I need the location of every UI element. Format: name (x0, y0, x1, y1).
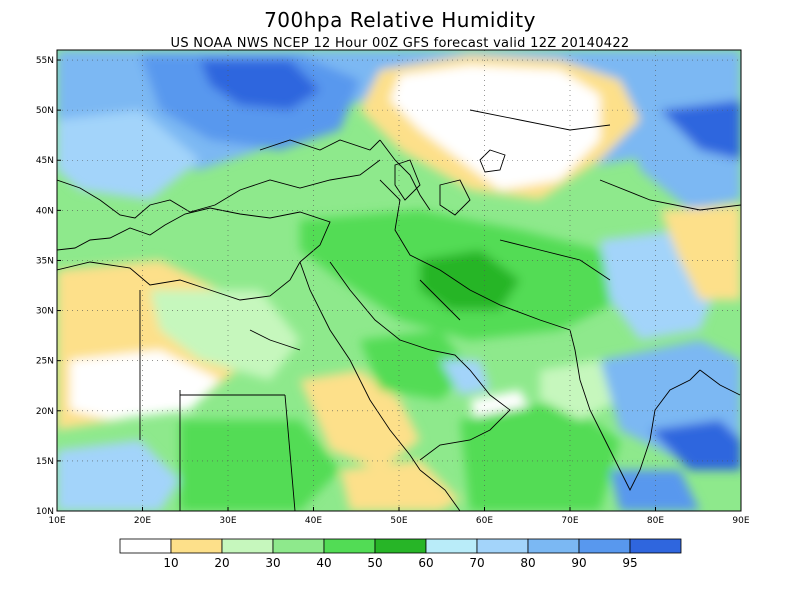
lon-tick-label: 20E (134, 516, 151, 526)
colorbar-label: 40 (316, 556, 331, 570)
colorbar-label: 30 (265, 556, 280, 570)
lon-tick-label: 40E (305, 516, 322, 526)
lat-tick-label: 20N (36, 407, 54, 417)
colorbar-label: 60 (418, 556, 433, 570)
colorbar-label: 95 (622, 556, 637, 570)
colorbar-label: 80 (520, 556, 535, 570)
colorbar-label: 70 (469, 556, 484, 570)
lon-tick-label: 80E (647, 516, 664, 526)
colorbar: 10 20 30 40 50 60 70 80 90 95 (119, 538, 682, 570)
colorbar-swatch (425, 538, 478, 554)
lat-tick-label: 55N (36, 56, 54, 66)
lon-tick-label: 90E (732, 516, 749, 526)
colorbar-swatch (578, 538, 631, 554)
lon-tick-label: 10E (48, 516, 65, 526)
colorbar-swatch (272, 538, 325, 554)
lat-tick-label: 10N (36, 507, 54, 517)
lat-tick-label: 25N (36, 357, 54, 367)
lon-tick-label: 60E (476, 516, 493, 526)
lat-tick-label: 15N (36, 457, 54, 467)
colorbar-swatch (527, 538, 580, 554)
lat-tick-label: 40N (36, 206, 54, 216)
colorbar-swatch (221, 538, 274, 554)
colorbar-swatch (476, 538, 529, 554)
map-title: 700hpa Relative Humidity (264, 8, 536, 32)
colorbar-label: 90 (571, 556, 586, 570)
lat-tick-label: 50N (36, 106, 54, 116)
lat-tick-label: 30N (36, 307, 54, 317)
colorbar-swatch (119, 538, 172, 554)
colorbar-label: 10 (163, 556, 178, 570)
colorbar-swatch (323, 538, 376, 554)
map-subtitle: US NOAA NWS NCEP 12 Hour 00Z GFS forecas… (170, 36, 630, 51)
lat-tick-label: 35N (36, 256, 54, 266)
colorbar-label: 50 (367, 556, 382, 570)
lat-tick-label: 45N (36, 156, 54, 166)
colorbar-swatch (629, 538, 682, 554)
lon-tick-label: 30E (219, 516, 236, 526)
colorbar-swatch (374, 538, 427, 554)
colorbar-swatch (170, 538, 223, 554)
colorbar-label: 20 (214, 556, 229, 570)
lon-tick-label: 50E (390, 516, 407, 526)
plot-area (57, 50, 741, 511)
lon-tick-label: 70E (561, 516, 578, 526)
